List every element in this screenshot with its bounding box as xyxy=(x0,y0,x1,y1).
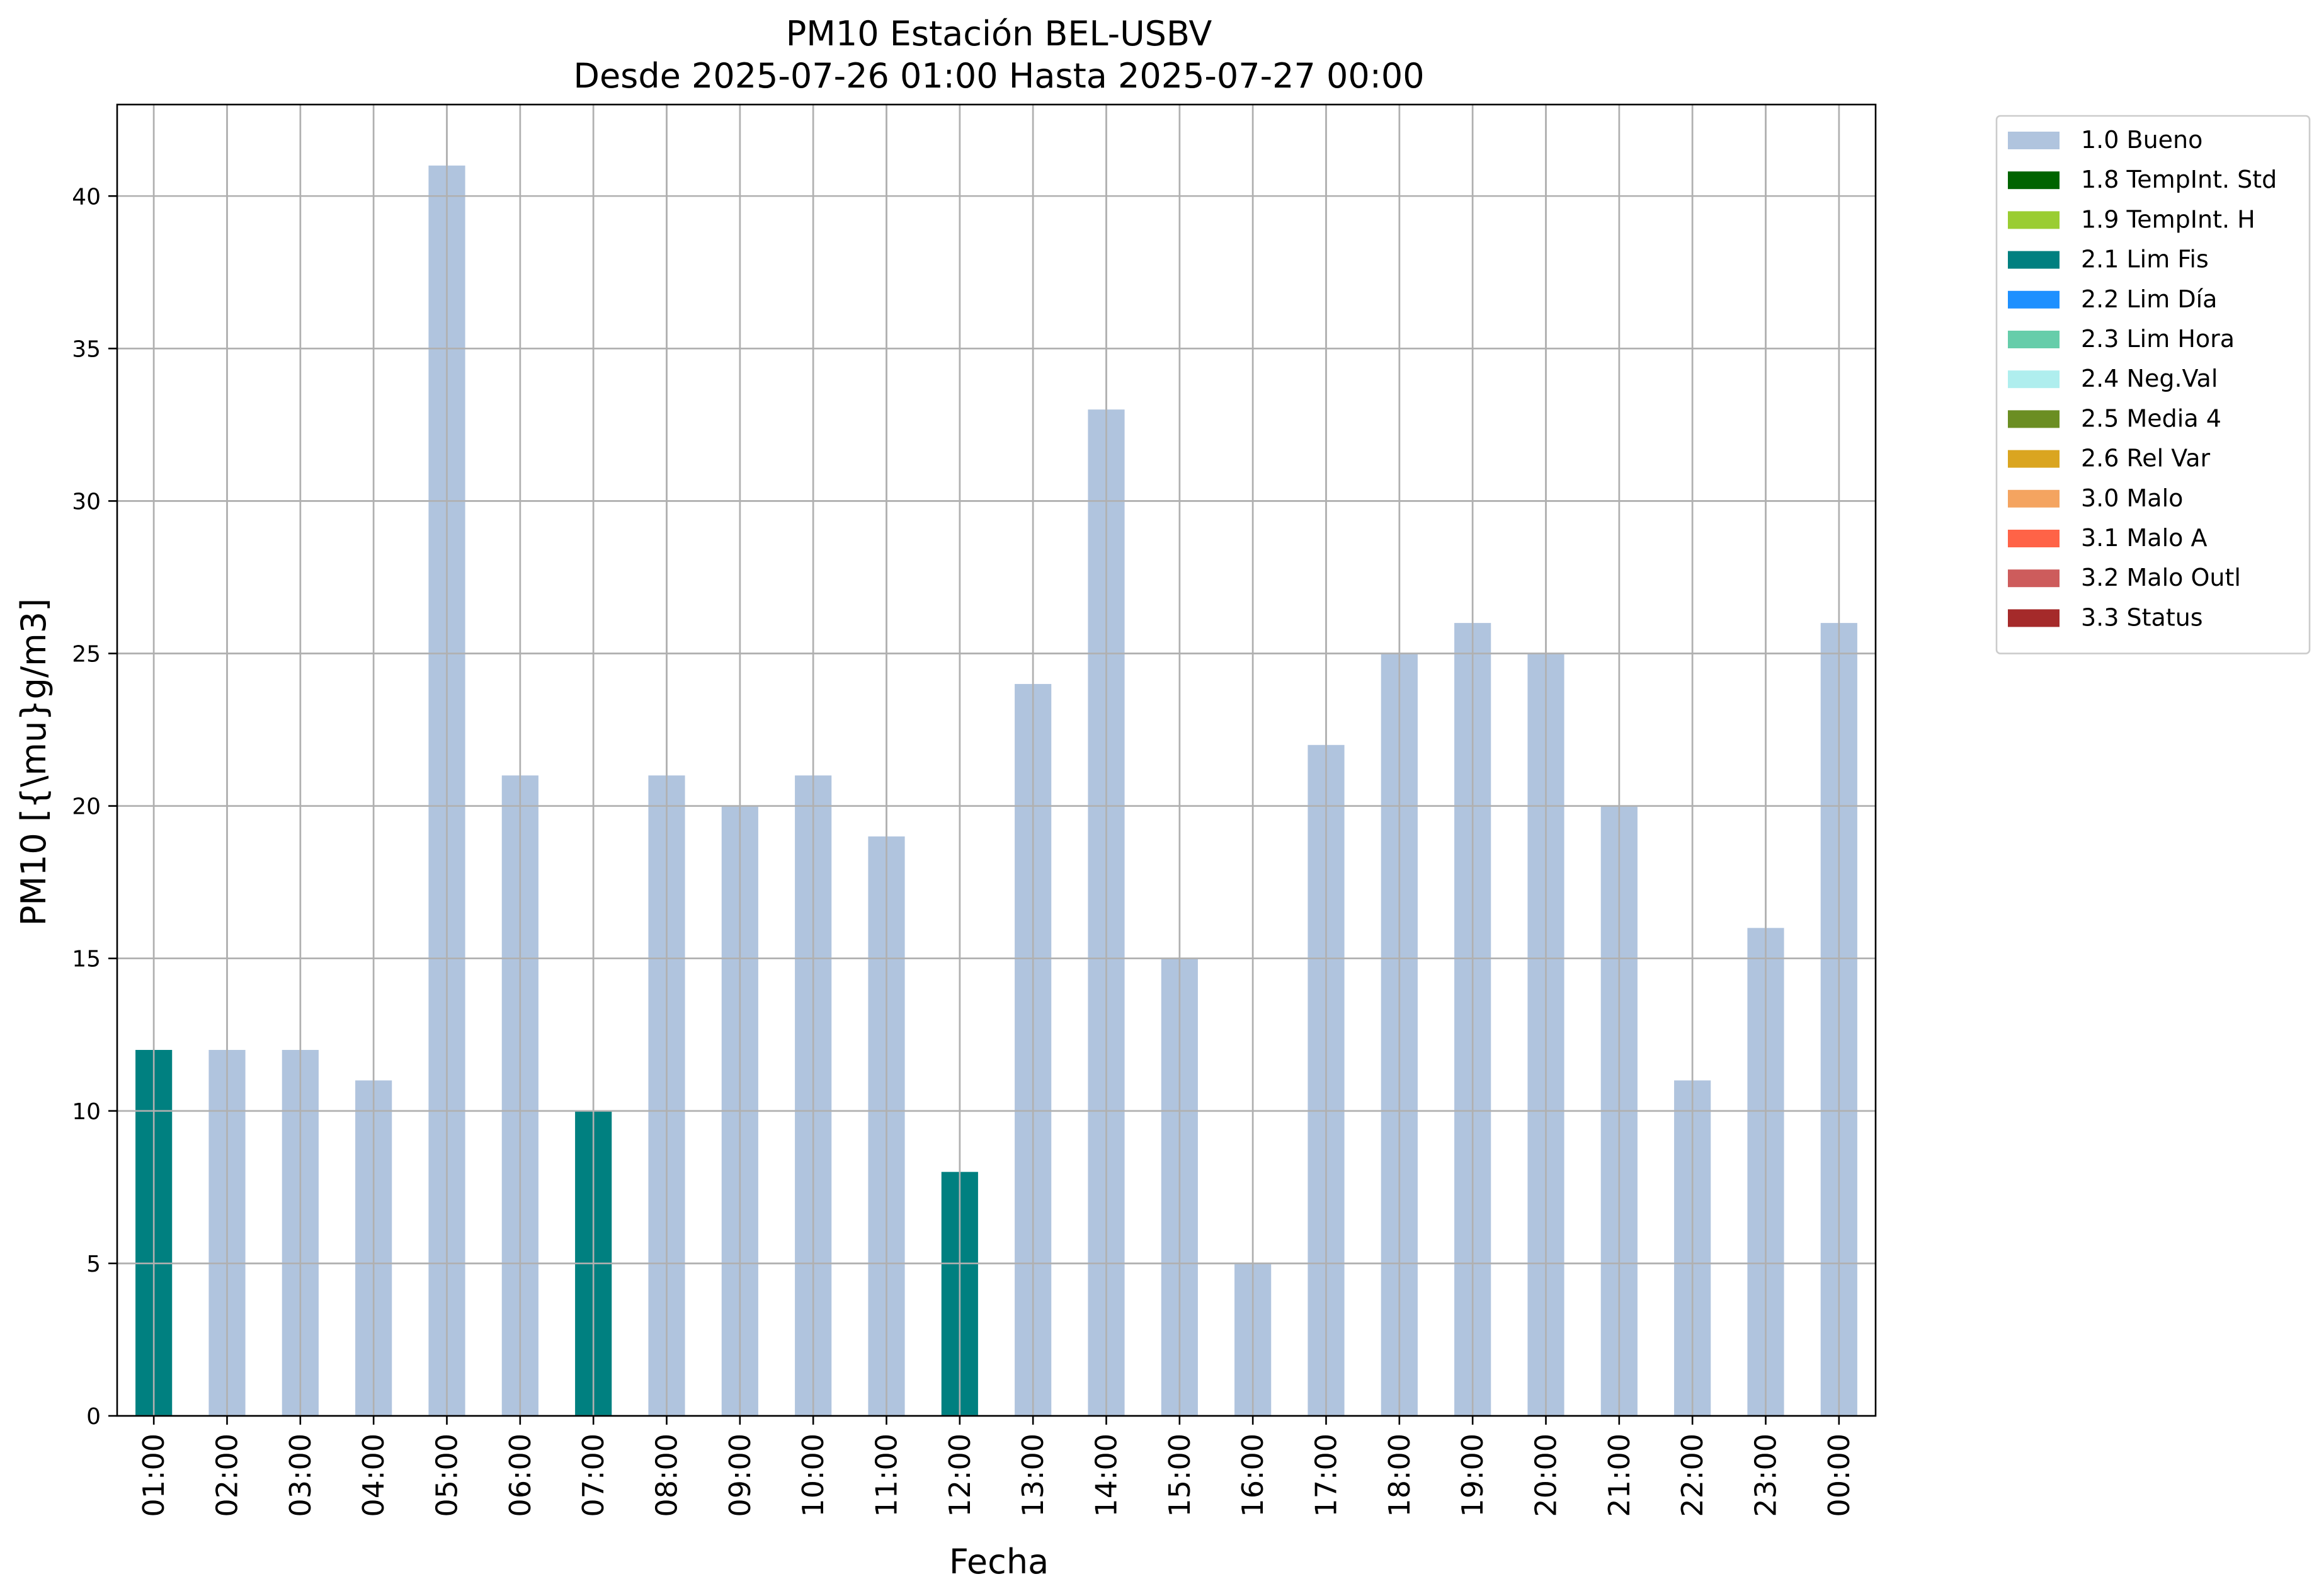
legend-swatch xyxy=(2008,450,2060,468)
x-axis-label: Fecha xyxy=(949,1542,1049,1582)
y-tick-label: 40 xyxy=(72,184,101,210)
y-tick-label: 0 xyxy=(86,1404,101,1430)
y-tick-label: 25 xyxy=(72,642,101,668)
x-tick-label: 07:00 xyxy=(576,1434,610,1517)
plot-frame xyxy=(116,103,1877,1417)
legend-swatch xyxy=(2008,290,2060,309)
legend-label: 2.5 Media 4 xyxy=(2081,404,2221,432)
y-tick-label: 30 xyxy=(72,489,101,515)
x-tick-label: 23:00 xyxy=(1749,1434,1783,1517)
legend-swatch xyxy=(2008,251,2060,269)
x-tick-label: 15:00 xyxy=(1163,1434,1197,1517)
legend-label: 3.2 Malo Outl xyxy=(2081,564,2241,591)
y-tick-label: 10 xyxy=(72,1099,101,1125)
x-tick-label: 01:00 xyxy=(137,1434,171,1517)
x-tick-label: 06:00 xyxy=(503,1434,537,1517)
x-tick-label: 16:00 xyxy=(1236,1434,1270,1517)
legend-label: 1.9 TempInt. H xyxy=(2081,205,2255,233)
y-axis-label: PM10 [{\mu}g/m3] xyxy=(14,598,54,926)
legend-label: 2.3 Lim Hora xyxy=(2081,325,2235,353)
y-axis-ticks: 0 5 10 15 20 25 30 35 40 xyxy=(72,184,117,1430)
chart-subtitle: Desde 2025-07-26 01:00 Hasta 2025-07-27 … xyxy=(573,56,1424,96)
x-tick-label: 02:00 xyxy=(210,1434,244,1517)
x-tick-label: 19:00 xyxy=(1456,1434,1490,1517)
legend: 1.0 Bueno 1.8 TempInt. Std 1.9 TempInt. H 2… xyxy=(1995,115,2311,654)
plot-area xyxy=(117,105,1876,1416)
x-tick-label: 03:00 xyxy=(283,1434,317,1517)
legend-swatch xyxy=(2008,370,2060,389)
legend-label: 2.1 Lim Fis xyxy=(2081,246,2209,273)
legend-label: 3.3 Status xyxy=(2081,603,2203,631)
x-tick-label: 18:00 xyxy=(1382,1434,1416,1517)
legend-swatch xyxy=(2008,530,2060,547)
x-tick-label: 12:00 xyxy=(943,1434,977,1517)
legend-box xyxy=(1995,115,2311,654)
x-tick-label: 13:00 xyxy=(1016,1434,1050,1517)
x-tick-label: 21:00 xyxy=(1602,1434,1636,1517)
legend-label: 3.1 Malo A xyxy=(2081,524,2207,552)
y-tick-label: 35 xyxy=(72,336,101,362)
legend-label: 1.8 TempInt. Std xyxy=(2081,166,2277,193)
x-axis-ticks: 01:00 02:00 03:00 04:00 05:00 06:00 07:00 08:00… xyxy=(137,1416,1856,1517)
x-tick-label: 22:00 xyxy=(1675,1434,1709,1517)
legend-label: 3.0 Malo xyxy=(2081,484,2183,512)
x-tick-label: 14:00 xyxy=(1090,1434,1124,1517)
grid-lines-over xyxy=(117,105,1876,1417)
plot-background xyxy=(117,105,1876,1416)
y-tick-label: 15 xyxy=(72,947,101,972)
plot-border xyxy=(116,103,1877,1417)
legend-label: 1.0 Bueno xyxy=(2081,126,2202,154)
legend-swatch xyxy=(2008,331,2060,348)
x-tick-label: 20:00 xyxy=(1529,1434,1563,1517)
legend-label: 2.2 Lim Día xyxy=(2081,285,2217,313)
x-tick-label: 10:00 xyxy=(796,1434,830,1517)
x-tick-label: 08:00 xyxy=(650,1434,684,1517)
legend-swatch xyxy=(2008,569,2060,588)
legend-swatch xyxy=(2008,211,2060,229)
x-tick-label: 11:00 xyxy=(870,1434,904,1517)
x-tick-label: 17:00 xyxy=(1309,1434,1343,1517)
x-tick-label: 04:00 xyxy=(356,1434,390,1517)
y-tick-label: 5 xyxy=(86,1251,101,1277)
legend-swatch xyxy=(2008,132,2060,149)
x-tick-label: 05:00 xyxy=(430,1434,464,1517)
x-tick-label: 00:00 xyxy=(1822,1434,1856,1517)
legend-swatch xyxy=(2008,489,2060,508)
x-tick-label: 09:00 xyxy=(723,1434,757,1517)
legend-label: 2.4 Neg.Val xyxy=(2081,365,2218,392)
chart-title: PM10 Estación BEL-USBV xyxy=(786,14,1212,54)
legend-swatch xyxy=(2008,410,2060,428)
y-tick-label: 20 xyxy=(72,794,101,820)
legend-swatch xyxy=(2008,171,2060,190)
legend-swatch xyxy=(2008,609,2060,627)
legend-label: 2.6 Rel Var xyxy=(2081,445,2211,472)
